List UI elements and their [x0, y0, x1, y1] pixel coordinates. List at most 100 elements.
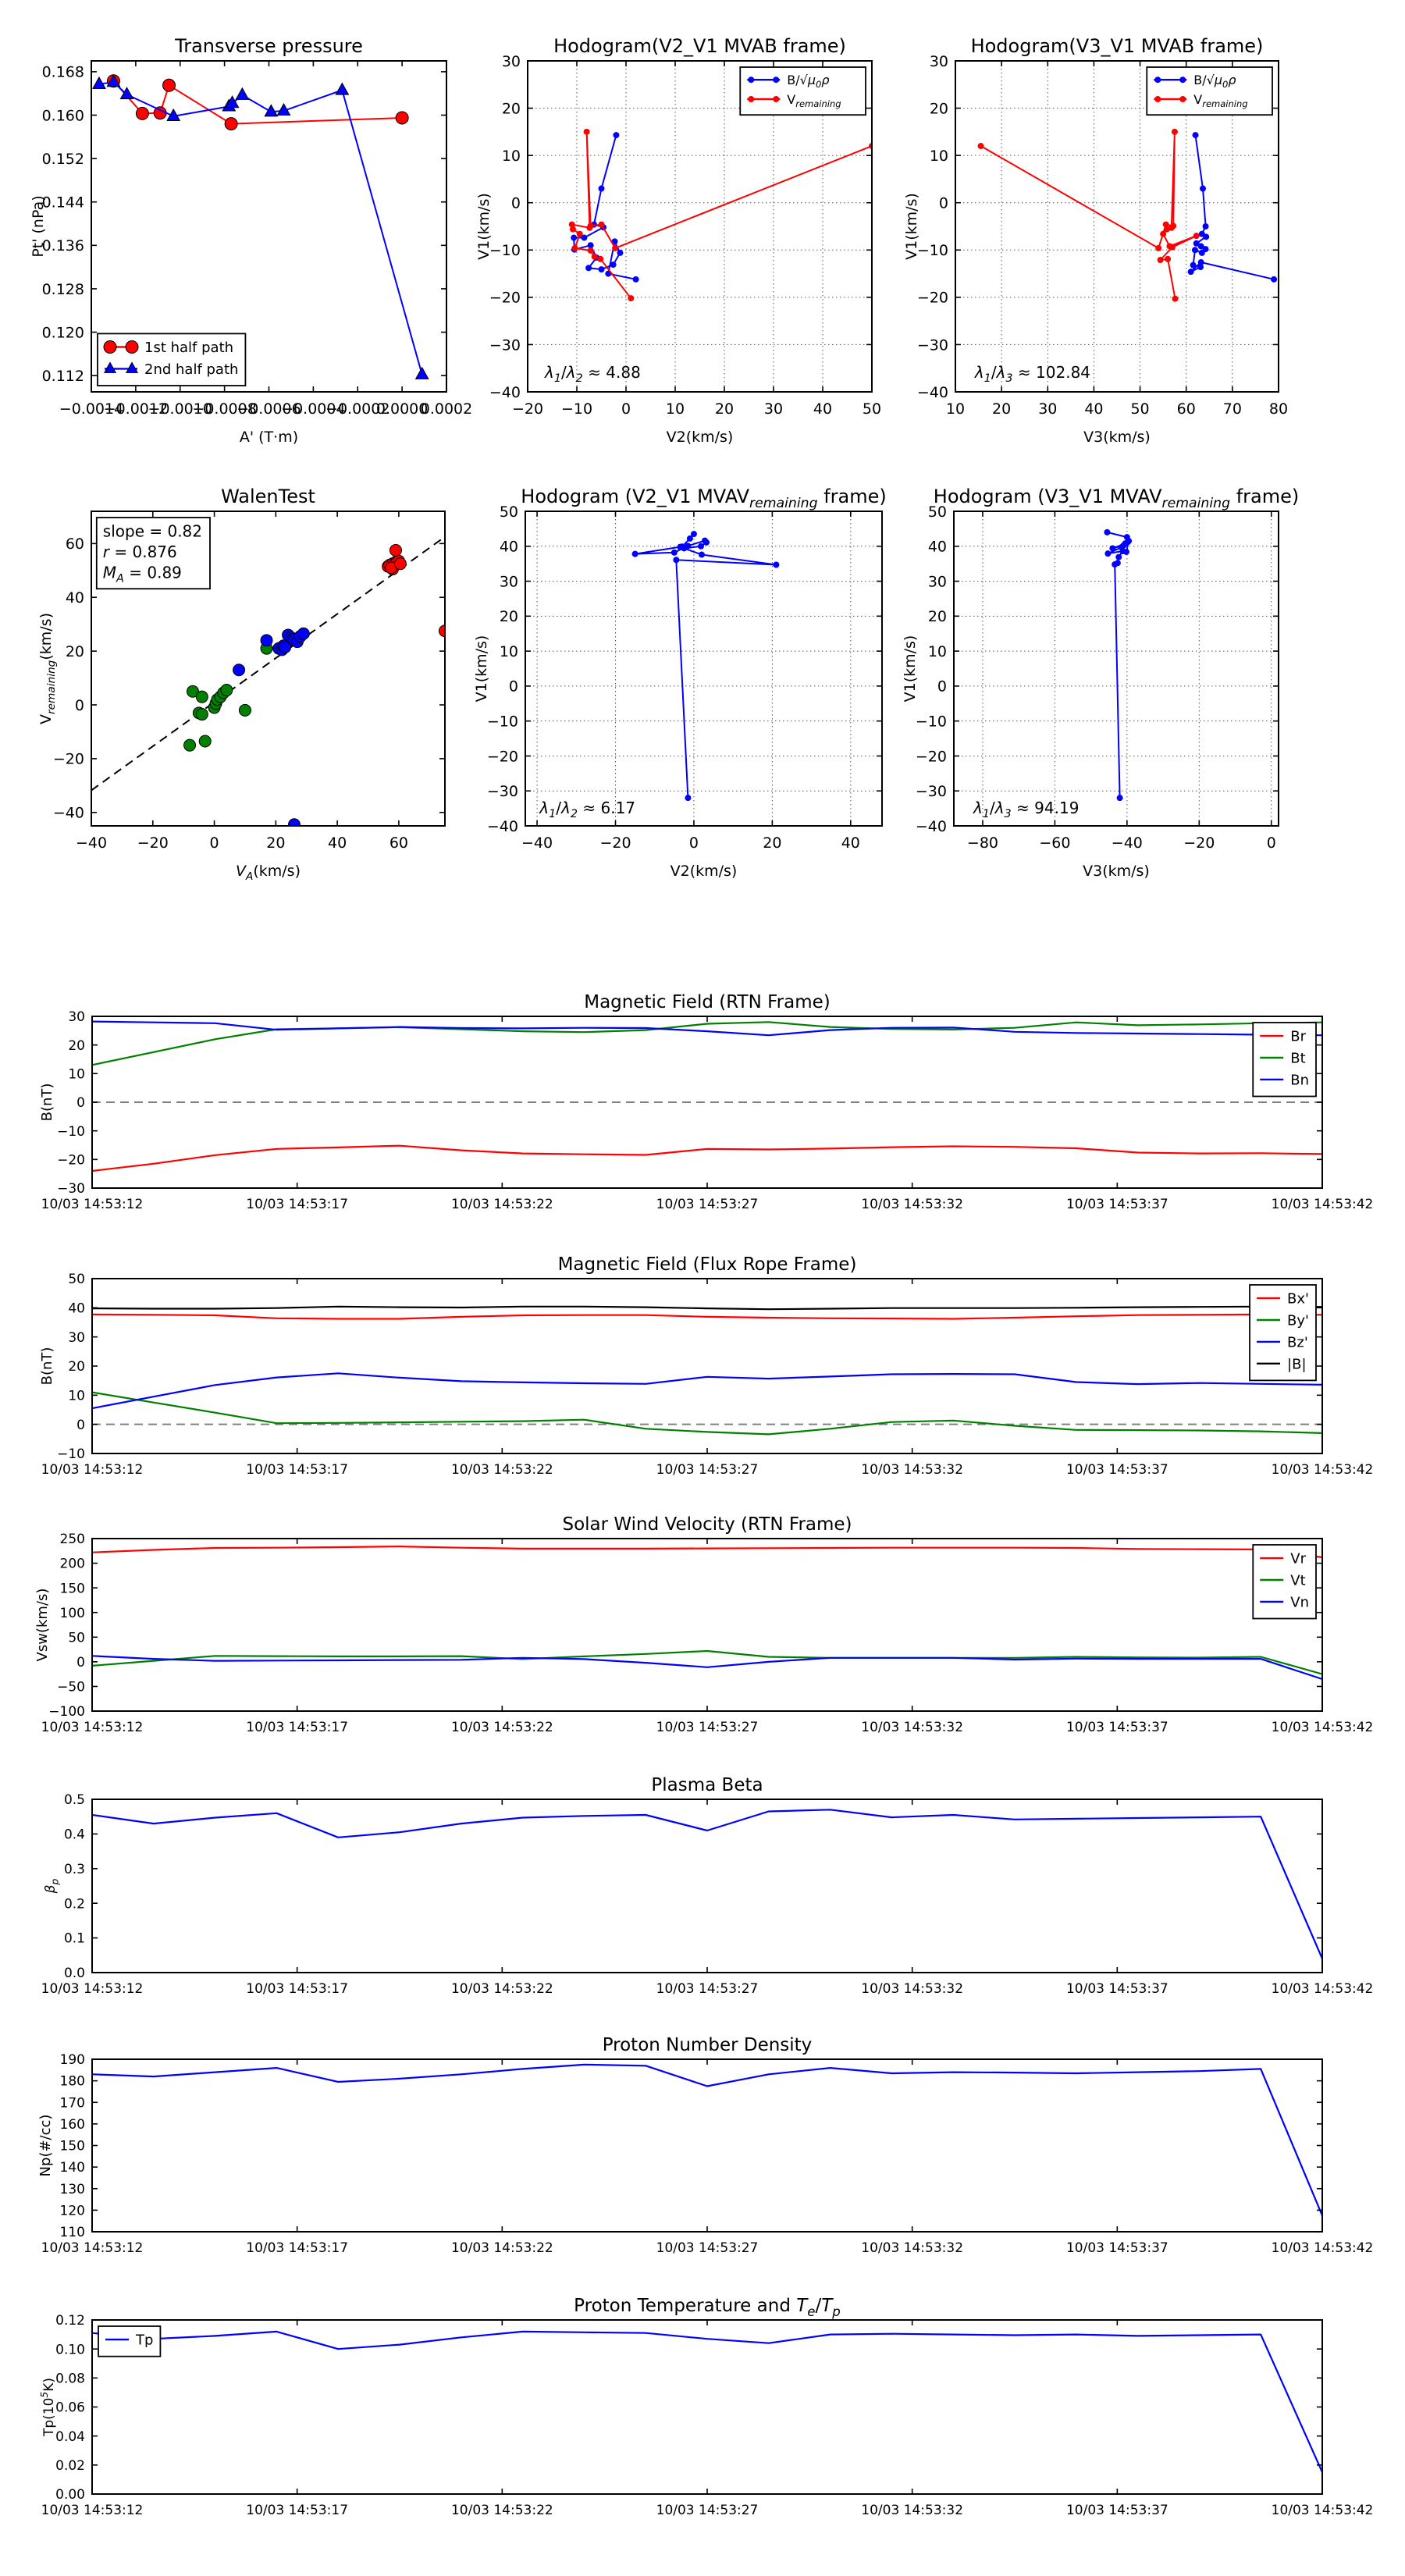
svg-text:0.128: 0.128 — [42, 281, 84, 298]
svg-text:−30: −30 — [916, 783, 947, 800]
svg-text:10/03 14:53:42: 10/03 14:53:42 — [1272, 2503, 1374, 2518]
svg-text:10/03 14:53:17: 10/03 14:53:17 — [246, 2503, 348, 2518]
svg-text:0: 0 — [937, 678, 947, 696]
axes-frame — [91, 1799, 1323, 1973]
ticks — [91, 1538, 1323, 1712]
y-axis-labels: −10 0 10 20 30 40 50 — [57, 1272, 85, 1462]
x-axis-title: V3(km/s) — [1083, 863, 1150, 880]
plot-proton-temperature: 10/03 14:53:12 10/03 14:53:17 10/03 14:53:… — [39, 2296, 1374, 2518]
x-axis-title: V2(km/s) — [667, 429, 734, 446]
plot-title: Proton Number Density — [603, 2035, 813, 2055]
svg-text:0.112: 0.112 — [42, 368, 84, 385]
svg-text:r = 0.876: r = 0.876 — [103, 543, 177, 561]
svg-text:λ1/λ3 ≈ 94.19: λ1/λ3 ≈ 94.19 — [973, 799, 1079, 820]
svg-text:1st half path: 1st half path — [144, 340, 233, 356]
svg-text:−10: −10 — [917, 242, 948, 259]
plot-hodogram-v3v1-mvab: 10 20 30 40 50 60 70 80 −40 −30 −20 −10 0 10 20 30 Hodog… — [903, 35, 1288, 446]
series-scatter-blue — [233, 627, 310, 826]
svg-text:0.02: 0.02 — [55, 2458, 85, 2474]
svg-text:Vt: Vt — [1290, 1572, 1305, 1589]
plot-solar-wind-velocity: 10/03 14:53:12 10/03 14:53:17 10/03 14:53:… — [34, 1514, 1373, 1735]
y-axis-labels: −30 −20 −10 0 10 20 30 — [57, 1009, 85, 1197]
series-B-over-sqrt-mu0rho — [1187, 132, 1278, 283]
svg-text:0: 0 — [75, 697, 84, 714]
x-axis-labels: −40 −20 0 20 40 60 — [76, 834, 408, 852]
series-Bz-prime — [92, 1372, 1322, 1410]
svg-text:−0.0010: −0.0010 — [148, 400, 212, 418]
plot-transverse-pressure: −0.0014−0.0012−0.0010−0.0008−0.0006−0.00… — [30, 35, 472, 446]
svg-text:40: 40 — [328, 834, 347, 852]
svg-text:20: 20 — [992, 400, 1011, 418]
y-axis-title: Np(#/cc) — [37, 2115, 54, 2177]
svg-text:10/03 14:53:17: 10/03 14:53:17 — [246, 1981, 348, 1997]
svg-text:0.136: 0.136 — [42, 237, 84, 254]
svg-text:110: 110 — [60, 2225, 85, 2240]
svg-text:Vremaining: Vremaining — [1193, 92, 1247, 109]
svg-text:−10: −10 — [561, 400, 592, 418]
svg-text:−20: −20 — [137, 834, 169, 852]
svg-text:|B|: |B| — [1287, 1356, 1306, 1372]
svg-text:−10: −10 — [487, 713, 518, 731]
svg-text:0.144: 0.144 — [42, 194, 84, 212]
series-Vn — [92, 1655, 1322, 1681]
svg-text:By': By' — [1287, 1312, 1309, 1329]
y-axis-title: Vremaining(km/s) — [37, 613, 58, 724]
svg-text:10/03 14:53:12: 10/03 14:53:12 — [41, 2503, 144, 2518]
plot-hodogram-v3v1-mvav: −80 −60 −40 −20 0 −40 −30 −20 −10 0 10 20 30 40 50Hodo… — [902, 486, 1299, 880]
svg-text:−0.0012: −0.0012 — [104, 400, 168, 418]
series-layer — [568, 128, 872, 302]
svg-text:−40: −40 — [521, 834, 553, 852]
svg-text:0.160: 0.160 — [42, 107, 84, 124]
y-axis-labels: −40 −30 −20 −10 0 10 20 30 — [917, 53, 948, 401]
series-Vt — [92, 1649, 1322, 1675]
series-Np — [92, 2063, 1322, 2216]
series-scatter-red — [382, 543, 445, 638]
svg-text:40: 40 — [68, 1300, 85, 1316]
svg-text:−20: −20 — [53, 751, 84, 768]
series-first-half-path — [106, 74, 409, 131]
ticks — [91, 1799, 1323, 1973]
x-axis-labels: −40 −20 0 20 40 — [521, 834, 860, 852]
svg-text:10: 10 — [930, 148, 948, 165]
svg-text:0: 0 — [76, 1095, 85, 1111]
svg-text:10/03 14:53:32: 10/03 14:53:32 — [861, 2240, 963, 2256]
svg-text:−30: −30 — [917, 336, 948, 354]
svg-text:0.120: 0.120 — [42, 324, 84, 341]
svg-text:10/03 14:53:12: 10/03 14:53:12 — [41, 1462, 144, 1478]
svg-text:20: 20 — [500, 608, 518, 625]
svg-text:Vremaining: Vremaining — [787, 92, 841, 109]
svg-text:170: 170 — [60, 2095, 85, 2111]
svg-text:λ1/λ3 ≈ 102.84: λ1/λ3 ≈ 102.84 — [974, 363, 1090, 385]
svg-text:10/03 14:53:32: 10/03 14:53:32 — [861, 1720, 963, 1735]
svg-text:10/03 14:53:12: 10/03 14:53:12 — [41, 1197, 144, 1212]
series-B-over-sqrt-mu0rho — [571, 132, 639, 283]
svg-text:10: 10 — [500, 643, 518, 660]
svg-text:−10: −10 — [916, 713, 947, 731]
svg-text:20: 20 — [266, 834, 285, 852]
plot-title: Magnetic Field (RTN Frame) — [584, 992, 831, 1012]
series-Bn — [92, 1020, 1322, 1037]
legend: B/√μ0ρ Vremaining — [1146, 66, 1273, 116]
series-Tp — [92, 2330, 1322, 2473]
svg-text:−0.0002: −0.0002 — [325, 400, 389, 418]
series-beta-p — [92, 1809, 1322, 1959]
svg-text:140: 140 — [60, 2160, 85, 2176]
series-scatter-green — [183, 642, 273, 752]
svg-text:10/03 14:53:37: 10/03 14:53:37 — [1066, 1981, 1168, 1997]
svg-text:2nd half path: 2nd half path — [144, 361, 238, 378]
svg-text:40: 40 — [500, 539, 518, 556]
x-axis-labels: 10/03 14:53:12 10/03 14:53:17 10/03 14:53:… — [41, 1462, 1374, 1478]
x-axis-labels: 10 20 30 40 50 60 70 80 — [946, 400, 1288, 418]
svg-text:−30: −30 — [489, 336, 521, 354]
svg-text:10: 10 — [928, 643, 947, 660]
y-axis-title: Pt' (nPa) — [30, 195, 47, 257]
x-axis-labels: −20 −10 0 10 20 30 40 50 — [512, 400, 881, 418]
plot-proton-number-density: 10/03 14:53:12 10/03 14:53:17 10/03 14:53:… — [37, 2035, 1373, 2256]
series-layer — [92, 74, 429, 379]
svg-text:Bz': Bz' — [1287, 1334, 1308, 1350]
svg-text:50: 50 — [863, 400, 881, 418]
svg-text:50: 50 — [928, 503, 947, 521]
svg-text:60: 60 — [1177, 400, 1196, 418]
ticks — [955, 60, 1279, 393]
